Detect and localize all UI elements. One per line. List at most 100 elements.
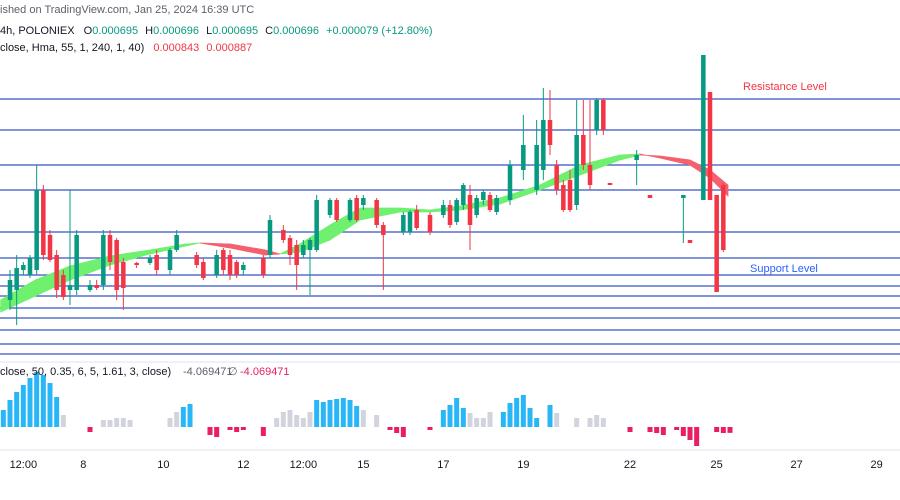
hma-params: close, Hma, 55, 1, 240, 1, 40) (0, 42, 144, 54)
candle-body (567, 180, 573, 210)
histogram-bar (514, 398, 520, 427)
histogram-bar (340, 398, 346, 427)
candle-body (474, 198, 479, 215)
x-axis: 12:00 8 10 12 12:00 15 17 19 22 25 27 29 (10, 459, 883, 471)
candle-body (541, 120, 546, 170)
histogram-bar (627, 427, 633, 432)
candle-body (294, 245, 299, 265)
histogram-bar (280, 412, 286, 427)
plot-area (0, 55, 900, 446)
candle-body (147, 258, 153, 263)
candle-body (447, 205, 453, 225)
candle-body (307, 240, 313, 250)
histogram-bar (34, 372, 40, 427)
candle-body (634, 155, 639, 160)
histogram-bar (520, 395, 526, 427)
hist-legend: close, 50, 0.35, 6, 5, 1.61, 3, close) (0, 366, 171, 378)
candle-body (21, 265, 26, 270)
histogram-bar (60, 415, 66, 427)
histogram-bar (0, 410, 6, 427)
candle-body (261, 258, 266, 275)
histogram-bar (7, 400, 13, 427)
histogram-bar (20, 385, 26, 427)
histogram-bar (167, 418, 173, 427)
candle-body (534, 145, 539, 190)
candle-body (234, 262, 239, 275)
x-tick-label: 27 (791, 459, 803, 471)
histogram-bar (427, 427, 433, 430)
histogram-bar (647, 427, 653, 432)
candle-body (227, 255, 233, 275)
x-tick-label: 12:00 (290, 459, 318, 471)
candle-body (441, 205, 446, 215)
candle-body (521, 145, 526, 170)
histogram-bar (460, 408, 466, 427)
histogram-bar (40, 375, 46, 427)
candle-body (461, 185, 466, 205)
x-tick-label: 10 (157, 459, 169, 471)
histogram-bar (374, 415, 380, 427)
histogram-bar (320, 402, 326, 427)
ohlc-label: O (84, 25, 93, 37)
histogram-bar (554, 413, 560, 427)
hist-symbol: ∅ (228, 366, 238, 378)
candle-body (607, 183, 613, 185)
candle-body (67, 285, 73, 290)
candle-body (267, 220, 273, 255)
candle-body (27, 258, 33, 275)
candle-body (347, 200, 353, 220)
histogram-bar (680, 427, 686, 436)
hist-value: -4.069471 (240, 366, 290, 378)
histogram-bar (14, 392, 20, 427)
candle-body (574, 135, 579, 205)
candle-body (287, 238, 293, 255)
candle-body (681, 195, 686, 198)
histogram-bar (654, 427, 660, 433)
candle-body (281, 230, 286, 240)
ohlc-value: 0.000696 (273, 25, 319, 37)
candle-body (487, 195, 493, 210)
x-tick-label: 12 (237, 459, 249, 471)
histogram-bar (47, 383, 53, 427)
histogram-bar (100, 420, 106, 427)
histogram-bar (527, 408, 533, 427)
annotation: Support Level (750, 263, 818, 275)
candle-body (174, 235, 179, 250)
hma-legend: close, Hma, 55, 1, 240, 1, 40) 0.000843 … (0, 42, 252, 54)
candle-body (721, 185, 726, 250)
histogram-bar (120, 418, 126, 427)
candle-body (454, 200, 459, 222)
histogram-bar (660, 427, 666, 435)
histogram-bar (487, 412, 493, 427)
histogram-bar (694, 427, 700, 446)
histogram-bar (127, 420, 133, 427)
histogram-bar (534, 418, 540, 427)
candle-body (134, 263, 139, 265)
histogram-bar (354, 406, 360, 427)
histogram-bar (314, 400, 320, 427)
histogram-bar (347, 400, 353, 427)
hist-value: -4.069471 (183, 366, 233, 378)
histogram-bar (174, 412, 180, 427)
change: +0.000079 (+12.80%) (326, 25, 432, 37)
histogram-bar (714, 427, 720, 432)
candle-body (594, 100, 599, 130)
histogram-bar (274, 418, 280, 427)
histogram-bar (500, 412, 506, 427)
histogram-bar (287, 410, 293, 427)
histogram-bar (240, 427, 246, 430)
candle-body (401, 215, 406, 232)
histogram-bar (207, 427, 213, 435)
x-tick-label: 15 (357, 459, 369, 471)
candle-body (414, 210, 419, 228)
candle-body (467, 195, 473, 225)
histogram-bar (587, 418, 593, 427)
x-tick-label: 17 (437, 459, 449, 471)
histogram-bar (114, 418, 120, 427)
candle-body (407, 212, 413, 232)
candle-body (54, 255, 59, 290)
candle-body (587, 165, 593, 185)
candle-body (87, 285, 93, 290)
candle-body (714, 195, 719, 292)
